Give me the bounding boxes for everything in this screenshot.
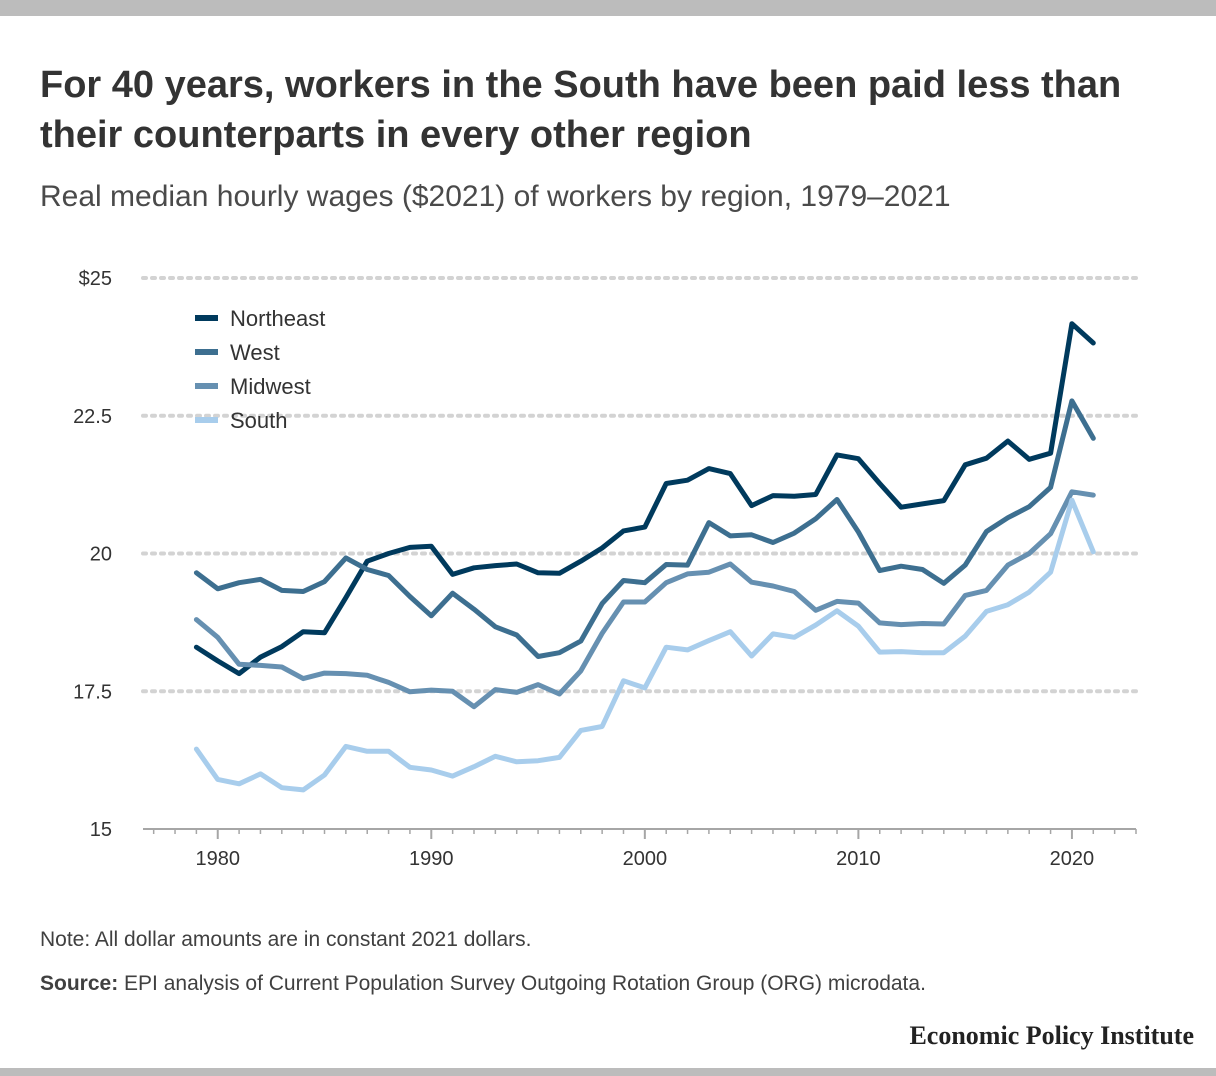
x-tick-label: 2000: [623, 848, 668, 870]
top-border: [0, 0, 1216, 16]
y-tick-label: 22.5: [73, 406, 112, 428]
legend-label: South: [230, 408, 288, 433]
source-text: EPI analysis of Current Population Surve…: [118, 972, 926, 995]
y-tick-label: 15: [90, 819, 112, 841]
y-tick-label: $25: [79, 268, 112, 290]
x-tick-label: 1980: [195, 848, 240, 870]
chart-subtitle: Real median hourly wages ($2021) of work…: [40, 180, 951, 213]
chart-title: For 40 years, workers in the South have …: [40, 64, 1122, 156]
series-line-northeast: [193, 321, 1096, 677]
legend-label: Northeast: [230, 306, 325, 331]
bottom-border: [0, 1068, 1216, 1076]
x-tick-label: 1990: [409, 848, 454, 870]
chart-source: Source: EPI analysis of Current Populati…: [40, 970, 926, 998]
y-tick-label: 20: [90, 544, 112, 566]
series-lines: [193, 321, 1096, 793]
axes: 15 17.5 20 22.5 $25 1980 1990 2000 2010 2020: [73, 268, 1137, 870]
chart-note: Note: All dollar amounts are in constant…: [40, 928, 532, 951]
brand-logo-text: Economic Policy Institute: [909, 1021, 1194, 1050]
series-line-south: [193, 497, 1096, 793]
legend-label: West: [230, 340, 280, 365]
legend-label: Midwest: [230, 374, 311, 399]
gridlines: [141, 276, 1138, 694]
y-tick-label: 17.5: [73, 681, 112, 703]
x-tick-label: 2020: [1050, 848, 1095, 870]
series-line-midwest: [193, 489, 1096, 710]
series-line-west: [193, 398, 1096, 659]
legend: Northeast West Midwest South: [195, 306, 325, 433]
x-tick-label: 2010: [836, 848, 881, 870]
line-chart: 15 17.5 20 22.5 $25 1980 1990 2000 2010 2020 Nort…: [73, 268, 1138, 870]
source-label: Source:: [40, 972, 119, 995]
